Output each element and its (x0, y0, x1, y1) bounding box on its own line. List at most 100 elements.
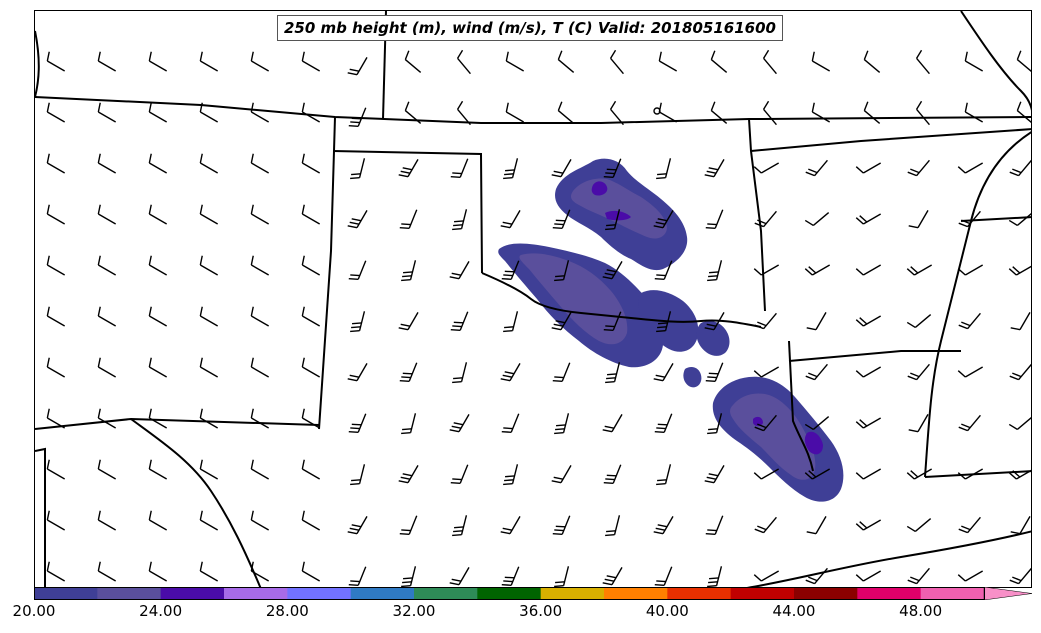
wind-barb (957, 570, 984, 582)
wind-barb (199, 204, 219, 225)
wind-barb (348, 413, 367, 433)
wind-barb (97, 510, 117, 531)
wind-barb (398, 158, 419, 178)
wind-barb (603, 158, 622, 178)
wind-barb (97, 306, 117, 327)
wind-barb (605, 209, 621, 231)
wind-barb (97, 102, 117, 123)
wind-barb (46, 561, 66, 582)
wind-barb (1008, 212, 1031, 227)
wind-barb (404, 101, 422, 124)
wind-barb (1008, 468, 1031, 480)
wind-barb (401, 260, 417, 282)
wind-barb (753, 264, 780, 276)
wind-barb (863, 50, 881, 73)
colorbar-segment (730, 587, 795, 600)
wind-barb (148, 561, 168, 582)
wind-barb (552, 209, 571, 229)
wind-barb (855, 366, 882, 378)
wind-barb (46, 408, 66, 429)
colorbar-tick-label: 48.00 (899, 602, 943, 620)
colorbar-segment (224, 587, 288, 600)
wind-barb (609, 49, 624, 75)
border-new-mexico-east (318, 116, 336, 430)
wind-barb (710, 50, 728, 73)
wind-barb (350, 311, 366, 333)
colorbar-segment (920, 587, 985, 600)
wind-barb (452, 515, 468, 537)
wind-barb (656, 158, 672, 180)
wind-barb (401, 566, 417, 587)
wind-barb (348, 566, 367, 586)
border-missouri-east (960, 11, 1031, 111)
wind-barb (557, 101, 575, 124)
wind-barb (805, 363, 828, 381)
wind-barb (250, 153, 270, 174)
wind-barb (557, 50, 575, 73)
wind-barb (46, 255, 66, 276)
wind-barb (500, 209, 521, 229)
wind-barb (762, 49, 777, 75)
wind-barb (552, 362, 571, 382)
colorbar-segment (350, 587, 415, 600)
wind-barb (301, 561, 321, 582)
wind-barb (1009, 159, 1031, 177)
wind-barb (753, 468, 780, 480)
wind-barb (148, 255, 168, 276)
wind-barb (609, 100, 624, 126)
wind-barb (811, 102, 831, 123)
wind-barb (855, 570, 882, 582)
colorbar-segment (667, 587, 732, 600)
wind-barb (602, 260, 623, 280)
wind-barb (46, 459, 66, 480)
wind-barb (753, 162, 780, 174)
wind-barb (505, 51, 525, 72)
wind-barb (654, 413, 673, 433)
wind-barb (199, 255, 219, 276)
wind-barb (554, 260, 570, 282)
wind-barb (707, 566, 723, 587)
colorbar-tick-label: 28.00 (265, 602, 309, 620)
wind-barb (704, 464, 725, 484)
wind-barb (501, 413, 520, 433)
border-oklahoma-arkansas (748, 118, 766, 312)
wind-barb (46, 153, 66, 174)
wind-barb (250, 306, 270, 327)
wind-barb (855, 468, 882, 480)
wind-barb (449, 260, 470, 280)
wind-barb (957, 264, 984, 276)
border-mexico-west (35, 30, 40, 98)
calm-wind-circle (653, 107, 661, 115)
border-mississippi-river (924, 131, 1031, 478)
wind-barb (958, 414, 981, 432)
wind-barb (958, 210, 981, 228)
wind-barb (148, 51, 168, 72)
wind-barb (148, 510, 168, 531)
wind-barb (301, 102, 321, 123)
colorbar-tick-label: 32.00 (392, 602, 436, 620)
wind-barb (456, 49, 471, 75)
wind-barb (347, 209, 368, 229)
wind-barb (656, 464, 672, 486)
wind-barb (399, 515, 418, 535)
wind-barb (915, 49, 930, 75)
wind-barb (148, 306, 168, 327)
wind-barb (603, 311, 622, 331)
wind-barb (653, 209, 674, 229)
wind-barb (908, 209, 929, 229)
wind-barb (301, 51, 321, 72)
wind-barb (250, 459, 270, 480)
wind-barb (554, 566, 570, 587)
wind-barb (1009, 567, 1031, 585)
wind-barb (250, 255, 270, 276)
wind-barb (855, 162, 882, 174)
wind-barb (501, 566, 520, 586)
wind-barb (456, 100, 471, 126)
wind-barb (806, 515, 827, 535)
wind-barbs (46, 49, 1031, 587)
wind-barb (501, 260, 520, 280)
wind-barb (1016, 50, 1031, 73)
wind-barb (301, 153, 321, 174)
wind-barb (1008, 416, 1031, 431)
wind-barb (1016, 101, 1031, 124)
